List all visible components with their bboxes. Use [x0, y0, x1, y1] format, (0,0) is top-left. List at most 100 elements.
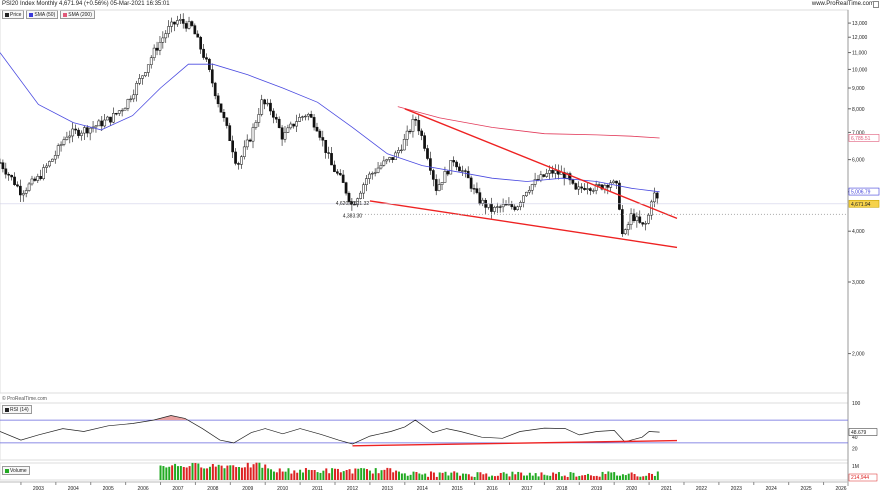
volume-bar [540, 472, 543, 480]
candle-body [0, 162, 2, 164]
volume-bar [427, 476, 430, 480]
volume-bar [211, 464, 214, 480]
candle-body [548, 170, 551, 174]
volume-bar [403, 473, 406, 480]
volume-bar [328, 473, 331, 480]
volume-bar [290, 473, 293, 480]
volume-bar [223, 468, 226, 480]
y-tick-label: 8,000 [852, 107, 865, 113]
y-tick-label: 9,000 [852, 86, 865, 92]
candle-body [655, 192, 659, 199]
volume-bar [238, 466, 241, 480]
rsi-panel-frame [0, 402, 849, 461]
candle-body [45, 165, 48, 168]
candle-body [629, 213, 633, 225]
volume-bar [648, 473, 651, 480]
candle-body [228, 125, 232, 142]
volume-bar [246, 462, 249, 480]
volume-bar [304, 468, 307, 480]
volume-panel-frame [0, 462, 849, 481]
candle-body [266, 102, 269, 105]
x-tick-label: 2021 [661, 486, 672, 492]
x-tick-label: 2014 [417, 486, 428, 492]
candle-body [461, 170, 464, 172]
y-tick-label: 10,000 [852, 67, 868, 73]
volume-tag[interactable]: Volume [2, 466, 30, 475]
window-control-icon[interactable] [873, 1, 879, 8]
volume-bar [621, 474, 624, 480]
candle-body [554, 170, 557, 174]
candle-body [632, 213, 636, 221]
volume-bar [272, 471, 275, 480]
last-value-label: 6,785.51 [851, 136, 871, 142]
x-tick-label: 2011 [312, 486, 323, 492]
volume-bar [249, 467, 252, 480]
volume-bar [441, 472, 444, 480]
candle-body [141, 75, 144, 79]
candle-body [533, 179, 537, 185]
candle-body [469, 177, 473, 189]
candle-body [458, 166, 461, 172]
price-annotation: 4,383.30 [343, 213, 363, 219]
last-value-box [848, 199, 880, 208]
candle-body [440, 182, 444, 185]
volume-bar [459, 475, 462, 480]
volume-bar [569, 472, 572, 480]
volume-bar [261, 467, 264, 480]
volume-bar [456, 472, 459, 480]
volume-bar [616, 475, 619, 480]
volume-bar [208, 466, 211, 480]
volume-bar [380, 470, 383, 480]
candle-body [242, 146, 246, 157]
candle-body [449, 160, 453, 175]
candle-body [248, 139, 252, 142]
rsi-value-label: 48.679 [851, 430, 867, 436]
candle-body [126, 99, 130, 109]
candle-body [446, 171, 450, 175]
brand-link[interactable]: www.ProRealTime.com [811, 1, 874, 7]
volume-bar [351, 473, 354, 480]
candle-body [498, 206, 502, 208]
volume-bar [264, 464, 267, 480]
volume-bar [584, 475, 587, 480]
candle-body [277, 118, 281, 128]
candle-body [71, 128, 75, 137]
x-tick-label: 2017 [521, 486, 532, 492]
volume-bar [229, 465, 232, 480]
volume-bar [284, 471, 287, 480]
candle-body [620, 209, 624, 235]
x-tick-label: 2008 [207, 486, 218, 492]
candle-body [309, 113, 313, 118]
candle-body [272, 110, 275, 118]
volume-bar [182, 467, 185, 480]
volume-bar [572, 472, 575, 480]
rsi-swatch [5, 407, 9, 412]
rsi-tick-label: 20 [852, 447, 858, 453]
volume-bar [345, 470, 348, 480]
volume-bar [650, 473, 653, 480]
candle-body [257, 114, 261, 123]
candle-body [507, 203, 511, 206]
rsi-tag[interactable]: RSI (14) [2, 405, 32, 414]
candle-body [615, 180, 618, 184]
candle-body [644, 223, 647, 225]
last-value-box [848, 134, 880, 142]
candle-body [1, 162, 5, 170]
candle-body [315, 126, 319, 132]
volume-value-box [848, 473, 878, 482]
volume-bar [505, 473, 508, 480]
candle-body [7, 173, 11, 176]
volume-bar [226, 465, 229, 480]
volume-bar [508, 476, 511, 480]
candle-body [609, 182, 613, 188]
candle-body [586, 188, 589, 190]
candle-body [112, 113, 115, 123]
candle-body [318, 130, 322, 138]
y-tick-label: 2,000 [852, 352, 865, 358]
candle-body [152, 47, 156, 58]
volume-bar [220, 465, 223, 480]
candle-body [216, 95, 220, 105]
x-tick-label: 2015 [452, 486, 463, 492]
x-tick-label: 2025 [801, 486, 812, 492]
